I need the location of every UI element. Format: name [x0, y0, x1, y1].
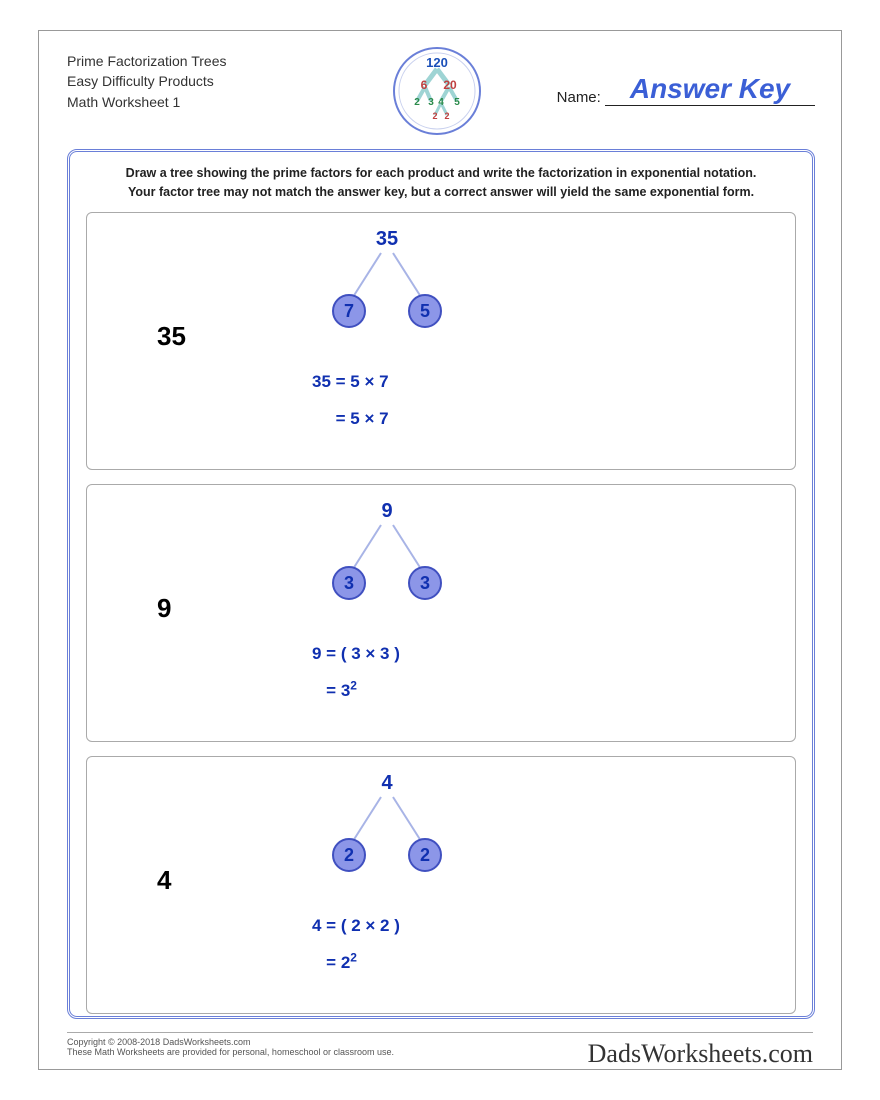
svg-text:120: 120 — [426, 55, 448, 70]
svg-text:35: 35 — [376, 228, 398, 250]
instruction-line-1: Draw a tree showing the prime factors fo… — [86, 164, 796, 183]
problem-number: 9 — [157, 593, 171, 624]
svg-text:20: 20 — [443, 78, 457, 92]
title-line-2: Easy Difficulty Products — [67, 71, 227, 91]
equation-line-1: 9 = ( 3 × 3 ) — [312, 635, 400, 672]
svg-text:4: 4 — [438, 97, 444, 108]
equation-line-2: = 5 × 7 — [312, 400, 389, 437]
problem-number: 35 — [157, 321, 186, 352]
svg-text:2: 2 — [420, 845, 430, 865]
svg-text:4: 4 — [381, 772, 393, 794]
svg-text:3: 3 — [344, 573, 354, 593]
equation-line-2: = 22 — [312, 944, 400, 981]
instruction-line-2: Your factor tree may not match the answe… — [86, 183, 796, 202]
site-logo-text: DadsWorksheets.com — [588, 1039, 813, 1069]
equations: 35 = 5 × 7 = 5 × 7 — [312, 363, 389, 438]
equations: 9 = ( 3 × 3 ) = 32 — [312, 635, 400, 710]
title-line-1: Prime Factorization Trees — [67, 51, 227, 71]
svg-text:3: 3 — [420, 573, 430, 593]
title-line-3: Math Worksheet 1 — [67, 92, 227, 112]
svg-text:3: 3 — [428, 97, 434, 108]
svg-text:9: 9 — [381, 500, 392, 522]
svg-text:5: 5 — [454, 97, 460, 108]
factor-tree: 4 2 2 — [297, 767, 477, 897]
instructions: Draw a tree showing the prime factors fo… — [86, 164, 796, 202]
svg-text:5: 5 — [420, 301, 430, 321]
name-block: Name: Answer Key — [557, 73, 815, 106]
svg-text:2: 2 — [414, 97, 420, 108]
name-line: Answer Key — [605, 73, 815, 106]
problem-number: 4 — [157, 865, 171, 896]
equation-line-1: 35 = 5 × 7 — [312, 363, 389, 400]
title-block: Prime Factorization Trees Easy Difficult… — [67, 51, 227, 112]
problem-box: 9 9 3 3 9 = ( 3 × 3 ) = 32 — [86, 484, 796, 742]
svg-text:6: 6 — [421, 78, 428, 92]
problem-box: 4 4 2 2 4 = ( 2 × 2 ) = 22 — [86, 756, 796, 1014]
worksheet-page: Prime Factorization Trees Easy Difficult… — [38, 30, 842, 1070]
factor-tree: 9 3 3 — [297, 495, 477, 625]
problem-box: 35 35 7 5 35 = 5 × 7 = 5 × 7 — [86, 212, 796, 470]
svg-text:7: 7 — [344, 301, 354, 321]
factor-tree: 35 7 5 — [297, 223, 477, 353]
footer: Copyright © 2008-2018 DadsWorksheets.com… — [67, 1032, 813, 1057]
svg-text:2: 2 — [344, 845, 354, 865]
equation-line-1: 4 = ( 2 × 2 ) — [312, 907, 400, 944]
header: Prime Factorization Trees Easy Difficult… — [39, 31, 841, 141]
answer-key-text: Answer Key — [624, 73, 796, 106]
logo-tree-icon: 120 6 20 2 3 4 5 2 2 — [391, 45, 483, 137]
svg-text:2: 2 — [444, 111, 449, 121]
name-label: Name: — [557, 89, 601, 106]
svg-text:2: 2 — [432, 111, 437, 121]
main-frame: Draw a tree showing the prime factors fo… — [67, 149, 815, 1019]
equation-line-2: = 32 — [312, 672, 400, 709]
equations: 4 = ( 2 × 2 ) = 22 — [312, 907, 400, 982]
